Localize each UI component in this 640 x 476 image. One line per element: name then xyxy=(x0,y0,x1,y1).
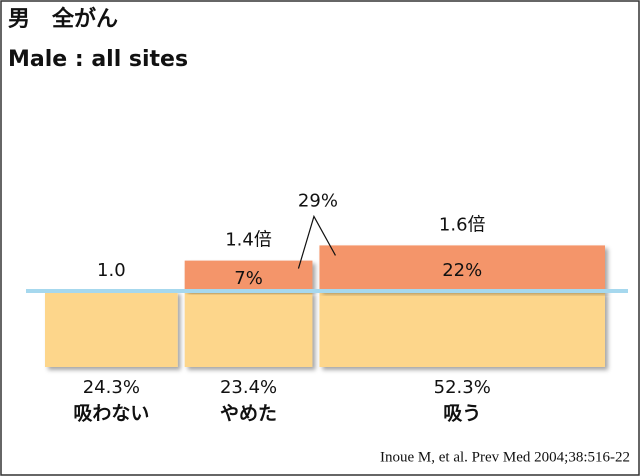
excess-label: 7% xyxy=(234,268,263,289)
bar-base xyxy=(184,291,313,367)
value-label: 1.4倍 xyxy=(225,230,272,251)
category-label: やめた xyxy=(220,403,277,425)
category-label: 吸わない xyxy=(73,403,149,425)
source: Inoue M, et al. Prev Med 2004;38:516-22 xyxy=(380,449,630,465)
width-label: 23.4% xyxy=(220,377,277,398)
bar-base xyxy=(45,291,178,367)
category-label: 吸う xyxy=(443,403,481,425)
bar-base xyxy=(319,291,605,367)
width-label: 24.3% xyxy=(83,377,140,398)
annotation-label: 29% xyxy=(298,190,338,211)
bar-excess xyxy=(184,260,313,291)
chart-subtitle: Male : all sites xyxy=(8,47,188,72)
chart-title: 男 全がん xyxy=(8,6,118,32)
bar-excess xyxy=(319,245,605,291)
width-label: 52.3% xyxy=(434,377,491,398)
excess-label: 22% xyxy=(442,260,482,281)
annotation-leader xyxy=(297,214,336,269)
value-label: 1.0 xyxy=(97,260,126,281)
value-label: 1.6倍 xyxy=(439,214,486,235)
